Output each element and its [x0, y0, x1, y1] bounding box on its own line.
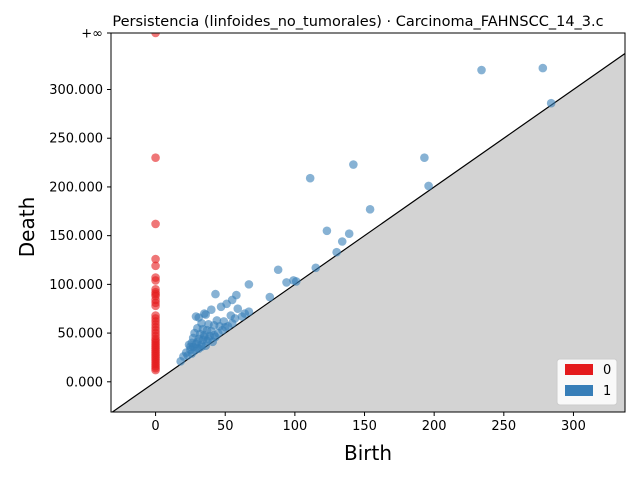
point-dim-1	[311, 263, 321, 273]
point-dim-1	[538, 63, 548, 73]
point-dim-1	[282, 278, 291, 287]
point-dim-0	[151, 261, 160, 271]
y-tick-label: 200.000	[49, 180, 103, 195]
x-tick-label: 50	[217, 419, 234, 434]
points-layer	[151, 33, 556, 375]
point-dim-1	[477, 65, 486, 75]
point-dim-1	[265, 292, 275, 302]
y-axis: 0.000 50.000 100.000 150.000 200.000 250.000 3…	[49, 27, 111, 390]
point-dim-1	[206, 305, 216, 314]
below-diagonal-region	[111, 53, 625, 412]
point-dim-1	[227, 319, 237, 328]
point-dim-1	[193, 337, 202, 347]
point-dim-1	[237, 312, 247, 321]
point-dim-1	[176, 357, 185, 366]
x-tick-label: 150	[352, 419, 377, 434]
point-dim-0	[151, 365, 160, 375]
legend-swatch-1	[565, 385, 593, 396]
point-dim-1	[209, 330, 219, 340]
point-dim-1	[365, 205, 375, 214]
point-dim-1	[546, 98, 556, 108]
y-tick-label: 50.000	[58, 327, 104, 342]
point-dim-1	[305, 173, 315, 183]
y-tick-label: 300.000	[49, 83, 103, 98]
legend-label-1: 1	[603, 384, 611, 399]
legend-label-0: 0	[603, 363, 611, 378]
point-dim-0	[151, 153, 160, 163]
legend-swatch-0	[565, 364, 593, 375]
point-dim-0	[151, 219, 160, 229]
y-tick-label: 250.000	[49, 132, 103, 147]
point-dim-1	[201, 310, 211, 319]
plot-area	[110, 32, 626, 413]
point-dim-1	[332, 247, 341, 257]
x-axis-title: Birth	[344, 441, 392, 465]
point-dim-1	[420, 153, 429, 163]
point-dim-0	[151, 301, 160, 311]
point-dim-1	[291, 277, 301, 286]
point-dim-1	[344, 229, 354, 239]
point-dim-1	[200, 332, 209, 342]
point-dim-1	[211, 289, 220, 299]
y-tick-label: 0.000	[66, 375, 103, 390]
point-dim-1	[273, 265, 283, 275]
point-dim-0	[151, 33, 160, 38]
legend: 01	[556, 358, 618, 406]
y-tick-label: 150.000	[49, 229, 103, 244]
plot-frame	[110, 32, 626, 413]
point-dim-1	[186, 342, 195, 352]
x-tick-label: 100	[282, 419, 307, 434]
x-axis: 0 50 100 150 200 250 300	[151, 412, 586, 434]
point-dim-1	[349, 160, 358, 169]
x-tick-label: 250	[491, 419, 516, 434]
point-dim-1	[424, 181, 433, 191]
x-tick-label: 200	[422, 419, 447, 434]
point-dim-1	[216, 302, 226, 312]
point-dim-0	[151, 254, 160, 264]
point-dim-1	[337, 237, 347, 246]
point-dim-0	[151, 276, 160, 285]
point-dim-1	[244, 280, 254, 289]
y-axis-title: Death	[15, 197, 39, 257]
x-tick-label: 300	[561, 419, 586, 434]
x-tick-label: 0	[151, 419, 159, 434]
point-dim-1	[322, 226, 332, 236]
point-dim-1	[187, 349, 197, 358]
point-dim-1	[233, 304, 243, 314]
y-tick-label-infinity: +∞	[81, 27, 103, 42]
y-tick-label: 100.000	[49, 278, 103, 293]
chart-title: Persistencia (linfoides_no_tumorales) · …	[112, 14, 603, 30]
